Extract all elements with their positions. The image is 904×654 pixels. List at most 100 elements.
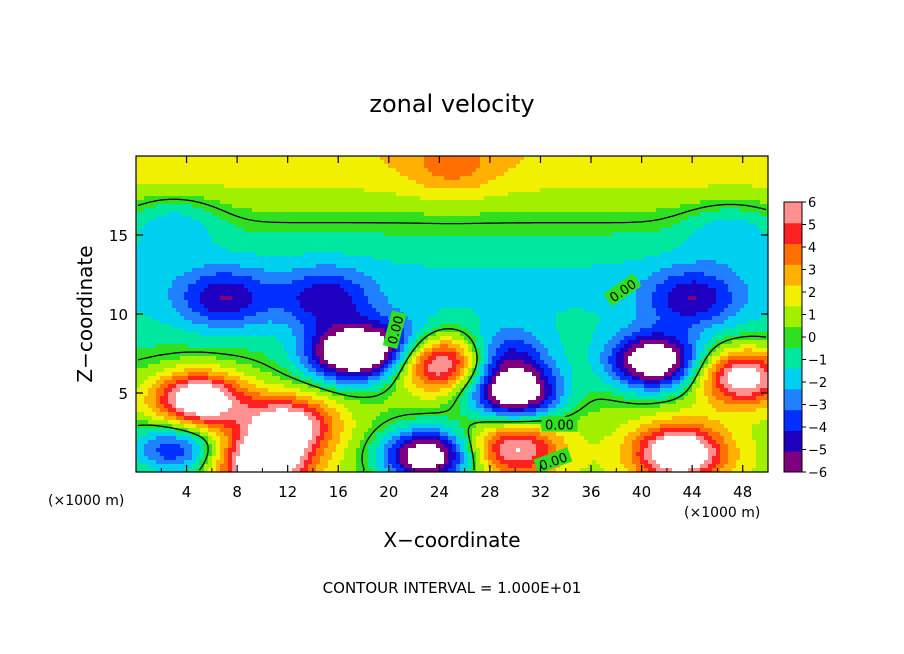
heatmap-cell: [572, 192, 577, 197]
heatmap-cell: [340, 268, 345, 273]
heatmap-cell: [220, 256, 225, 261]
heatmap-cell: [520, 244, 525, 249]
heatmap-cell: [584, 228, 589, 233]
heatmap-cell: [452, 172, 457, 177]
heatmap-cell: [508, 228, 513, 233]
heatmap-cell: [764, 240, 768, 245]
heatmap-cell: [524, 164, 529, 169]
heatmap-cell: [204, 196, 209, 201]
heatmap-cell: [152, 208, 157, 213]
heatmap-cell: [328, 180, 333, 185]
heatmap-cell: [644, 272, 649, 277]
heatmap-cell: [676, 216, 681, 221]
heatmap-cell: [352, 204, 357, 209]
heatmap-cell: [668, 224, 673, 229]
heatmap-cell: [152, 192, 157, 197]
heatmap-cell: [596, 236, 601, 241]
heatmap-cell: [356, 268, 361, 273]
heatmap-cell: [364, 180, 369, 185]
heatmap-cell: [520, 276, 525, 281]
heatmap-cell: [668, 168, 673, 173]
heatmap-cell: [516, 212, 521, 217]
heatmap-cell: [164, 232, 169, 237]
heatmap-cell: [536, 172, 541, 177]
heatmap-cell: [648, 212, 653, 217]
heatmap-cell: [540, 164, 545, 169]
heatmap-cell: [424, 204, 429, 209]
heatmap-cell: [480, 192, 485, 197]
heatmap-cell: [224, 188, 229, 193]
heatmap-cell: [592, 196, 597, 201]
heatmap-cell: [420, 260, 425, 265]
heatmap-cell: [432, 272, 437, 277]
heatmap-cell: [612, 252, 617, 257]
heatmap-cell: [668, 180, 673, 185]
heatmap-cell: [480, 244, 485, 249]
heatmap-cell: [336, 172, 341, 177]
heatmap-cell: [360, 192, 365, 197]
heatmap-cell: [260, 248, 265, 253]
heatmap-cell: [636, 196, 641, 201]
heatmap-cell: [420, 172, 425, 177]
heatmap-cell: [568, 176, 573, 181]
heatmap-cell: [480, 208, 485, 213]
heatmap-cell: [136, 204, 141, 209]
heatmap-cell: [256, 248, 261, 253]
heatmap-cell: [576, 208, 581, 213]
heatmap-cell: [212, 280, 217, 285]
heatmap-cell: [512, 160, 517, 165]
heatmap-cell: [160, 224, 165, 229]
heatmap-cell: [724, 204, 729, 209]
heatmap-cell: [444, 256, 449, 261]
heatmap-cell: [256, 236, 261, 241]
heatmap-cell: [208, 236, 213, 241]
heatmap-cell: [560, 208, 565, 213]
heatmap-cell: [488, 252, 493, 257]
heatmap-cell: [608, 176, 613, 181]
heatmap-cell: [304, 244, 309, 249]
heatmap-cell: [640, 204, 645, 209]
heatmap-cell: [180, 204, 185, 209]
heatmap-cell: [352, 248, 357, 253]
heatmap-cell: [304, 160, 309, 165]
heatmap-cell: [492, 180, 497, 185]
heatmap-cell: [628, 208, 633, 213]
heatmap-cell: [560, 216, 565, 221]
heatmap-cell: [304, 204, 309, 209]
heatmap-cell: [552, 228, 557, 233]
heatmap-cell: [348, 180, 353, 185]
heatmap-cell: [368, 224, 373, 229]
heatmap-cell: [476, 264, 481, 269]
heatmap-cell: [232, 272, 237, 277]
heatmap-cell: [492, 276, 497, 281]
heatmap-cell: [396, 280, 401, 285]
heatmap-cell: [608, 244, 613, 249]
heatmap-cell: [624, 188, 629, 193]
heatmap-cell: [468, 272, 473, 277]
heatmap-cell: [416, 156, 421, 161]
heatmap-cell: [652, 228, 657, 233]
heatmap-cell: [668, 216, 673, 221]
heatmap-cell: [628, 268, 633, 273]
heatmap-cell: [684, 184, 689, 189]
heatmap-cell: [552, 164, 557, 169]
heatmap-cell: [536, 180, 541, 185]
heatmap-cell: [756, 160, 761, 165]
heatmap-cell: [544, 196, 549, 201]
heatmap-cell: [592, 256, 597, 261]
heatmap-cell: [184, 224, 189, 229]
heatmap-cell: [676, 192, 681, 197]
heatmap-cell: [172, 228, 177, 233]
heatmap-cell: [692, 204, 697, 209]
heatmap-cell: [460, 172, 465, 177]
heatmap-cell: [568, 248, 573, 253]
heatmap-cell: [592, 184, 597, 189]
heatmap-cell: [408, 164, 413, 169]
heatmap-cell: [260, 220, 265, 225]
heatmap-cell: [160, 176, 165, 181]
heatmap-cell: [232, 184, 237, 189]
heatmap-cell: [240, 180, 245, 185]
heatmap-cell: [636, 224, 641, 229]
heatmap-cell: [164, 224, 169, 229]
heatmap-cell: [240, 204, 245, 209]
